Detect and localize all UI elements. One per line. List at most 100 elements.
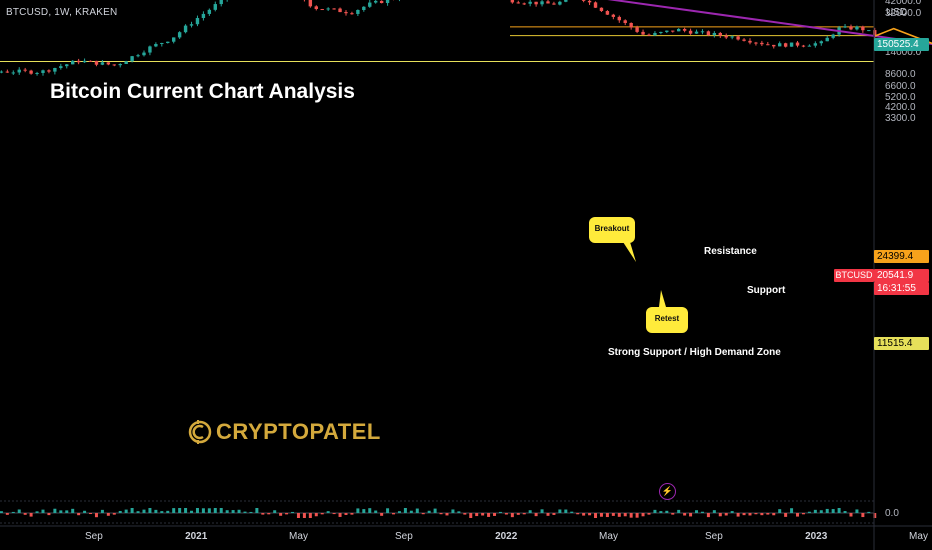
candle-body bbox=[813, 43, 818, 46]
currency-label: USD bbox=[886, 7, 908, 18]
retest-callout: Retest bbox=[646, 307, 688, 333]
oscillator-bar bbox=[350, 513, 354, 515]
candle-body bbox=[171, 37, 176, 42]
candle-body bbox=[611, 14, 616, 17]
oscillator-bar bbox=[136, 511, 140, 513]
candle-body bbox=[29, 70, 33, 74]
support-label: Support bbox=[747, 285, 786, 296]
oscillator-bar bbox=[178, 508, 182, 513]
candle-body bbox=[53, 67, 57, 72]
oscillator-bar bbox=[665, 510, 669, 513]
candle-body bbox=[148, 46, 152, 53]
candle-body bbox=[47, 70, 51, 72]
candle-body bbox=[617, 16, 621, 21]
candle-body bbox=[124, 61, 128, 65]
price-tick-label: 14000.0 bbox=[885, 46, 922, 58]
candle-body bbox=[326, 8, 330, 10]
price-tick-label: 3300.0 bbox=[885, 113, 916, 125]
candle-body bbox=[629, 23, 633, 28]
oscillator-bar bbox=[237, 509, 241, 513]
candle-body bbox=[320, 9, 324, 11]
oscillator-bar bbox=[570, 511, 574, 513]
breakout-callout: Breakout bbox=[589, 217, 635, 243]
time-tick-label: May bbox=[289, 531, 308, 542]
oscillator-bar bbox=[629, 513, 633, 518]
oscillator-bar bbox=[11, 511, 15, 513]
oscillator-bar bbox=[291, 511, 295, 513]
candle-body bbox=[581, 0, 586, 1]
oscillator-bar bbox=[796, 513, 800, 517]
oscillator-bar bbox=[41, 509, 45, 513]
oscillator-bar bbox=[516, 513, 520, 515]
oscillator-bar bbox=[368, 508, 372, 513]
candle-body bbox=[682, 28, 687, 31]
candle-body bbox=[344, 12, 348, 14]
candle-body bbox=[671, 30, 675, 32]
candle-body bbox=[599, 7, 604, 12]
candle-body bbox=[789, 42, 794, 47]
candle-body bbox=[777, 43, 782, 47]
oscillator-bar bbox=[160, 511, 164, 513]
candle-body bbox=[783, 43, 788, 47]
brand-name: CRYPTOPATEL bbox=[216, 419, 381, 444]
candle-body bbox=[730, 36, 734, 38]
oscillator-bar bbox=[712, 510, 716, 513]
candle-body bbox=[623, 20, 627, 24]
oscillator-bar bbox=[772, 513, 776, 516]
oscillator-bar bbox=[112, 513, 116, 515]
symbol-info[interactable]: BTCUSD, 1W, KRAKEN bbox=[6, 7, 118, 18]
oscillator-bar bbox=[576, 513, 580, 515]
candle-body bbox=[665, 30, 669, 32]
oscillator-bar bbox=[5, 513, 9, 515]
oscillator-bar bbox=[861, 513, 865, 518]
candle-body bbox=[772, 44, 776, 47]
candle-body bbox=[106, 62, 111, 65]
candle-body bbox=[130, 56, 134, 62]
oscillator-bar bbox=[498, 511, 502, 513]
oscillator-bar bbox=[0, 511, 3, 513]
oscillator-bar bbox=[326, 511, 330, 513]
oscillator-bar bbox=[671, 513, 675, 515]
candle-body bbox=[177, 32, 182, 38]
oscillator-bar bbox=[386, 508, 390, 513]
chart-title: Bitcoin Current Chart Analysis bbox=[50, 80, 355, 103]
candle-body bbox=[314, 6, 318, 10]
oscillator-bar bbox=[106, 513, 110, 516]
retest-pointer bbox=[659, 290, 666, 307]
lightning-icon[interactable]: ⚡ bbox=[659, 483, 676, 500]
oscillator-bar bbox=[219, 508, 223, 513]
oscillator-bar bbox=[736, 513, 740, 517]
oscillator-bar bbox=[148, 508, 152, 513]
candle-body bbox=[849, 26, 853, 30]
oscillator-bar bbox=[124, 509, 128, 513]
oscillator-bar bbox=[558, 509, 562, 513]
current-price-tag: 20541.9 bbox=[874, 269, 929, 282]
candle-body bbox=[694, 31, 699, 34]
oscillator-bar bbox=[356, 508, 360, 513]
oscillator-bar bbox=[855, 509, 859, 513]
oscillator-bar bbox=[29, 513, 33, 517]
oscillator-bar bbox=[689, 513, 693, 517]
candle-body bbox=[154, 44, 158, 47]
oscillator-bar bbox=[582, 513, 586, 516]
oscillator-bar bbox=[706, 513, 710, 518]
candle-body bbox=[522, 3, 526, 5]
oscillator-bar bbox=[314, 513, 318, 517]
oscillator-bar bbox=[59, 510, 63, 513]
price-tick-label: 32000.0 bbox=[885, 8, 922, 20]
oscillator-bar bbox=[172, 508, 176, 513]
candle-body bbox=[587, 0, 592, 3]
oscillator-bar bbox=[94, 513, 98, 518]
oscillator-bar bbox=[700, 511, 704, 513]
candle-body bbox=[861, 26, 865, 31]
candle-body bbox=[112, 64, 116, 66]
candle-body bbox=[213, 4, 217, 10]
candle-body bbox=[5, 71, 10, 73]
oscillator-bar bbox=[421, 513, 425, 515]
oscillator-bar bbox=[403, 508, 407, 513]
oscillator-bar bbox=[267, 513, 271, 515]
oscillator-bar bbox=[748, 513, 752, 516]
oscillator-bar bbox=[730, 511, 734, 513]
